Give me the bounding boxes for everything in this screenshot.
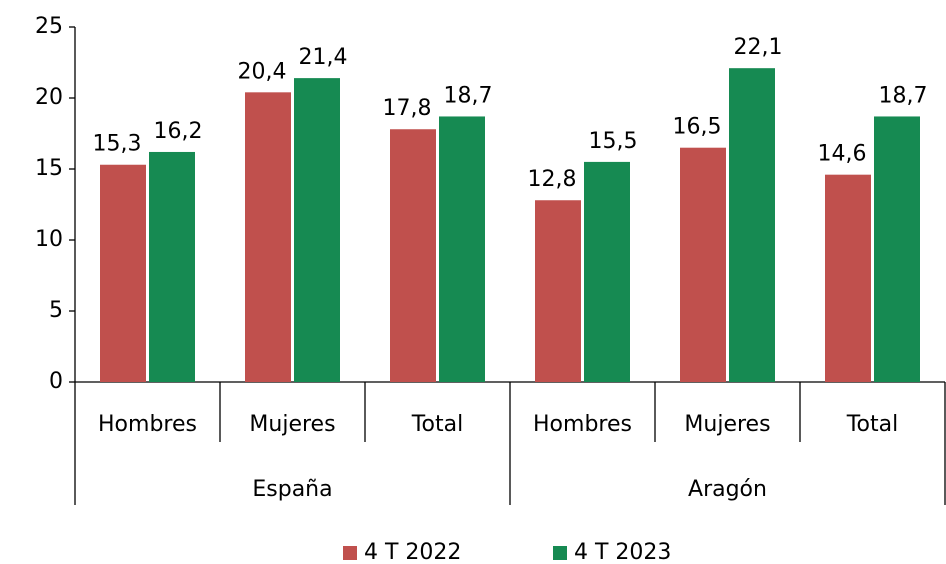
data-label: 18,7 xyxy=(444,83,493,108)
legend-label: 4 T 2023 xyxy=(574,540,671,564)
y-tick-label: 0 xyxy=(49,369,63,394)
x-tick-label: Mujeres xyxy=(684,412,770,437)
bar xyxy=(729,68,775,383)
bar xyxy=(149,151,195,382)
data-label: 12,8 xyxy=(528,167,577,192)
y-tick-label: 15 xyxy=(35,156,63,181)
x-tick-label: Hombres xyxy=(533,412,632,437)
y-tick-label: 10 xyxy=(35,227,63,252)
legend-swatch xyxy=(343,546,357,560)
bar xyxy=(245,92,291,382)
bar xyxy=(874,116,920,383)
x-tick-label: Mujeres xyxy=(249,412,335,437)
bar xyxy=(680,147,726,382)
data-label: 14,6 xyxy=(818,142,867,167)
bar xyxy=(294,78,340,383)
bar xyxy=(584,161,630,382)
bar xyxy=(100,164,146,382)
group-label: Aragón xyxy=(688,477,767,502)
data-label: 16,2 xyxy=(154,119,203,144)
bar xyxy=(825,174,871,382)
y-tick-label: 25 xyxy=(35,14,63,39)
y-tick-label: 5 xyxy=(49,298,63,323)
legend-swatch xyxy=(553,546,567,560)
data-label: 20,4 xyxy=(238,59,287,84)
data-label: 18,7 xyxy=(879,83,928,108)
data-label: 15,3 xyxy=(93,132,142,157)
bar xyxy=(535,200,581,382)
x-tick-label: Total xyxy=(846,412,898,437)
data-label: 21,4 xyxy=(299,45,348,70)
group-label: España xyxy=(252,477,332,502)
data-label: 16,5 xyxy=(673,115,722,140)
legend-label: 4 T 2022 xyxy=(364,540,461,564)
bar xyxy=(439,116,485,383)
data-label: 22,1 xyxy=(734,35,783,60)
data-label: 15,5 xyxy=(589,129,638,154)
x-tick-label: Total xyxy=(411,412,463,437)
y-tick-label: 20 xyxy=(35,85,63,110)
x-tick-label: Hombres xyxy=(98,412,197,437)
data-label: 17,8 xyxy=(383,96,432,121)
bar xyxy=(390,129,436,382)
